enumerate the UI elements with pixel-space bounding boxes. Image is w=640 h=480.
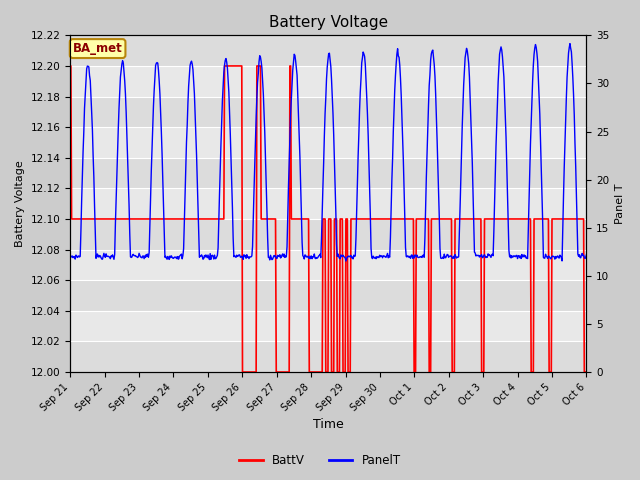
Bar <box>70 96 586 127</box>
Bar <box>70 311 586 341</box>
Bar <box>70 66 586 96</box>
Bar <box>70 341 586 372</box>
Title: Battery Voltage: Battery Voltage <box>269 15 388 30</box>
Y-axis label: Panel T: Panel T <box>615 183 625 224</box>
Y-axis label: Battery Voltage: Battery Voltage <box>15 160 25 247</box>
Bar <box>70 36 586 66</box>
Bar <box>70 158 586 188</box>
Bar <box>70 250 586 280</box>
Bar <box>70 188 586 219</box>
Text: BA_met: BA_met <box>73 42 122 55</box>
X-axis label: Time: Time <box>313 419 344 432</box>
Bar <box>70 280 586 311</box>
Bar <box>70 127 586 158</box>
Legend: BattV, PanelT: BattV, PanelT <box>234 449 406 472</box>
Bar <box>70 219 586 250</box>
